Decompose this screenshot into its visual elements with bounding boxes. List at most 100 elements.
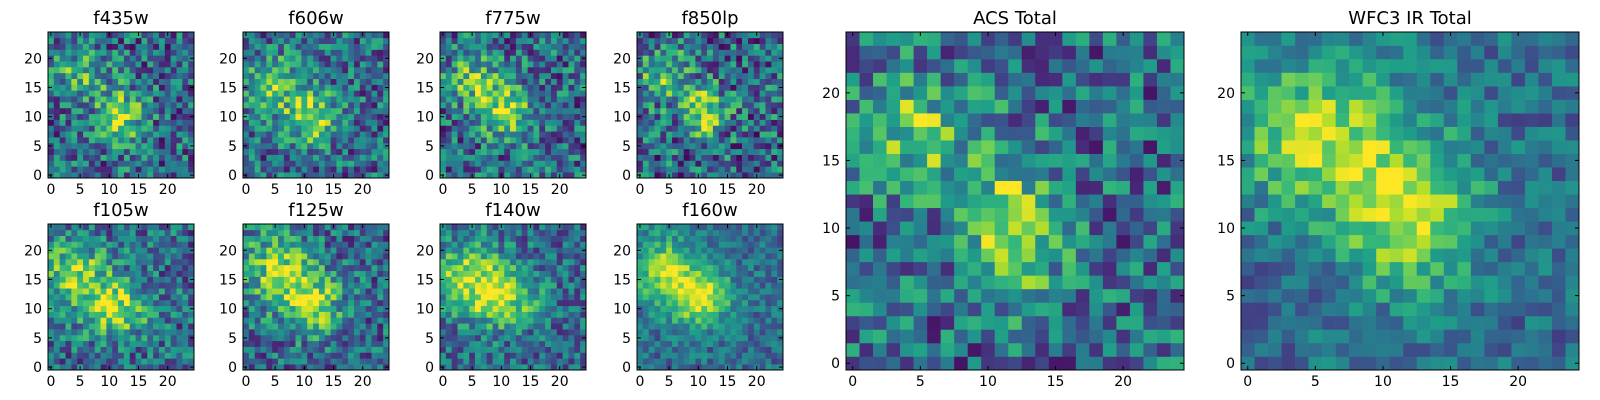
- pixel-cell: [660, 294, 667, 301]
- x-tick-label: 0: [46, 374, 55, 390]
- pixel-cell: [660, 311, 667, 318]
- pixel-cell: [295, 102, 302, 109]
- pixel-cell: [88, 346, 96, 353]
- pixel-cell: [77, 166, 84, 173]
- pixel-cell: [71, 364, 78, 371]
- pixel-cell: [527, 329, 534, 336]
- pixel-cell: [301, 67, 308, 74]
- pixel-cell: [759, 96, 766, 103]
- pixel-cell: [71, 334, 78, 342]
- pixel-cell: [348, 96, 355, 103]
- pixel-cell: [457, 305, 464, 312]
- pixel-cell: [771, 96, 778, 103]
- pixel-cell: [747, 288, 755, 295]
- pixel-cell: [440, 288, 447, 295]
- pixel-cell: [527, 305, 534, 312]
- pixel-cell: [365, 264, 372, 272]
- pixel-cell: [135, 160, 142, 167]
- pixel-cell: [677, 37, 685, 44]
- pixel-cell: [539, 113, 546, 120]
- pixel-cell: [313, 334, 320, 342]
- pixel-cell: [707, 166, 714, 173]
- pixel-cell: [266, 346, 273, 353]
- pixel-cell: [440, 259, 447, 266]
- pixel-cell: [313, 137, 320, 144]
- pixel-cell: [307, 241, 314, 248]
- pixel-cell: [59, 107, 66, 115]
- pixel-cell: [550, 305, 558, 312]
- pixel-cell: [666, 72, 673, 80]
- pixel-cell: [504, 166, 511, 173]
- pixel-cell: [753, 78, 760, 85]
- pixel-cell: [701, 72, 708, 80]
- pixel-cell: [666, 305, 673, 312]
- pixel-cell: [106, 305, 113, 312]
- pixel-cell: [527, 317, 534, 324]
- pixel-cell: [486, 90, 493, 97]
- pixel-cell: [141, 229, 148, 236]
- pixel-cell: [377, 72, 384, 80]
- pixel-cell: [336, 131, 343, 138]
- pixel-cell: [266, 358, 273, 365]
- pixel-cell: [135, 43, 142, 50]
- pixel-cell: [77, 241, 84, 248]
- pixel-cell: [527, 241, 534, 248]
- pixel-cell: [562, 78, 569, 85]
- pixel-cell: [94, 113, 101, 120]
- pixel-cell: [695, 305, 702, 312]
- pixel-cell: [170, 107, 177, 115]
- pixel-cell: [463, 323, 470, 330]
- pixel-cell: [83, 67, 90, 74]
- pixel-cell: [521, 166, 528, 173]
- pixel-cell: [759, 113, 766, 120]
- pixel-cell: [771, 32, 778, 39]
- pixel-cell: [48, 270, 55, 277]
- pixel-cell: [550, 352, 558, 359]
- pixel-cell: [324, 61, 331, 68]
- pixel-cell: [248, 125, 255, 132]
- pixel-cell: [330, 311, 337, 318]
- pixel-cell: [283, 264, 291, 272]
- pixel-cell: [642, 131, 649, 138]
- pixel-cell: [510, 253, 517, 260]
- pixel-cell: [243, 137, 250, 144]
- pixel-cell: [176, 84, 183, 91]
- pixel-cell: [112, 125, 119, 132]
- pixel-cell: [521, 259, 528, 266]
- pixel-cell: [112, 67, 119, 74]
- pixel-cell: [164, 276, 171, 283]
- pixel-cell: [521, 119, 528, 126]
- pixel-cell: [672, 125, 679, 132]
- pixel-cell: [365, 154, 372, 161]
- pixel-cell: [359, 247, 366, 254]
- pixel-cell: [492, 346, 499, 353]
- pixel-cell: [176, 282, 183, 289]
- pixel-cell: [672, 72, 679, 80]
- pixel-cell: [83, 90, 90, 97]
- pixel-cell: [377, 142, 384, 150]
- pixel-cell: [556, 329, 563, 336]
- pixel-cell: [248, 352, 255, 359]
- pixel-cell: [248, 96, 255, 103]
- pixel-cell: [307, 224, 314, 231]
- pixel-cell: [176, 346, 183, 353]
- pixel-cell: [480, 305, 488, 312]
- pixel-cell: [486, 55, 493, 62]
- pixel-cell: [475, 160, 482, 167]
- pixel-cell: [580, 78, 587, 85]
- pixel-cell: [123, 55, 131, 62]
- pixel-cell: [689, 125, 696, 132]
- pixel-cell: [689, 67, 696, 74]
- pixel-cell: [164, 55, 171, 62]
- pixel-cell: [158, 224, 166, 231]
- pixel-cell: [457, 241, 464, 248]
- pixel-cell: [759, 172, 766, 179]
- pixel-cell: [147, 131, 154, 138]
- pixel-cell: [88, 166, 96, 173]
- pixel-cell: [330, 299, 337, 307]
- pixel-cell: [533, 329, 540, 336]
- pixel-cell: [486, 37, 493, 44]
- pixel-cell: [153, 125, 160, 132]
- pixel-cell: [440, 119, 447, 126]
- pixel-cell: [371, 305, 378, 312]
